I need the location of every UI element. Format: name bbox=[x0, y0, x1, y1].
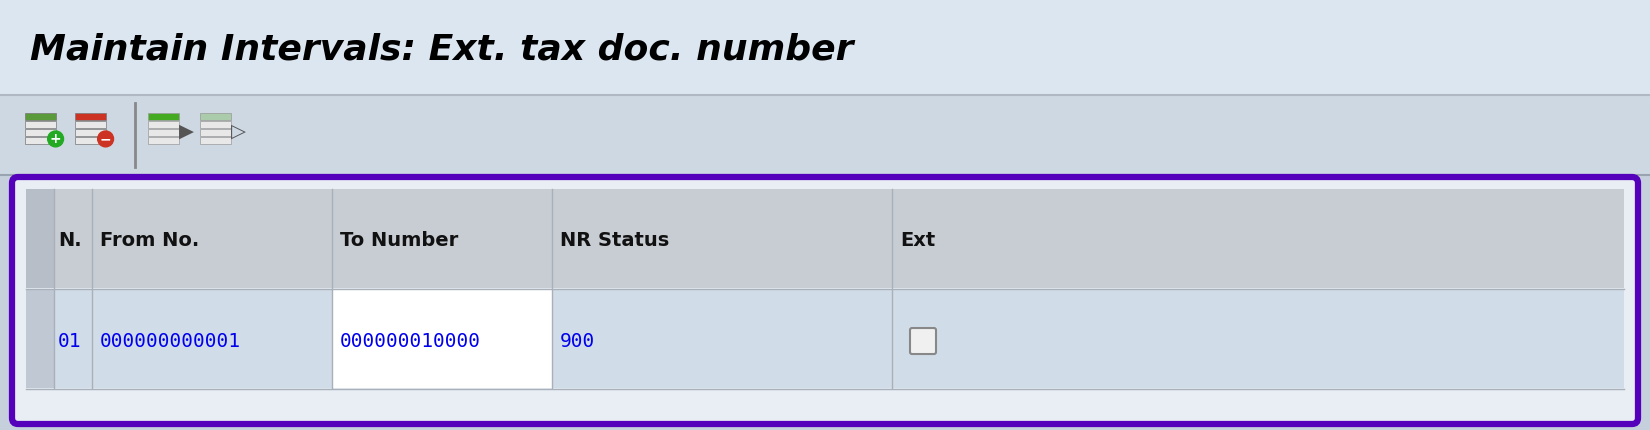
Bar bbox=[26, 290, 332, 388]
Text: ▷: ▷ bbox=[231, 122, 246, 141]
Bar bbox=[200, 121, 231, 128]
Bar bbox=[148, 121, 178, 128]
Bar bbox=[332, 290, 553, 388]
Text: Ext: Ext bbox=[899, 231, 936, 250]
Text: 01: 01 bbox=[58, 332, 81, 350]
Circle shape bbox=[48, 131, 63, 147]
Bar bbox=[74, 121, 106, 128]
Bar bbox=[0, 0, 1650, 95]
Text: Maintain Intervals: Ext. tax doc. number: Maintain Intervals: Ext. tax doc. number bbox=[30, 32, 853, 66]
Text: N.: N. bbox=[58, 231, 81, 250]
Bar bbox=[553, 290, 1624, 388]
FancyBboxPatch shape bbox=[911, 328, 936, 354]
Bar bbox=[25, 137, 56, 144]
Bar bbox=[200, 137, 231, 144]
Bar bbox=[26, 189, 1624, 288]
Text: To Number: To Number bbox=[340, 231, 459, 250]
Text: −: − bbox=[99, 132, 112, 146]
Text: NR Status: NR Status bbox=[559, 231, 670, 250]
Bar bbox=[148, 113, 178, 120]
Bar bbox=[74, 137, 106, 144]
Bar bbox=[74, 129, 106, 136]
Bar bbox=[200, 113, 231, 120]
Bar bbox=[148, 129, 178, 136]
Text: 900: 900 bbox=[559, 332, 596, 350]
Bar bbox=[148, 137, 178, 144]
Bar bbox=[0, 95, 1650, 175]
Text: 000000010000: 000000010000 bbox=[340, 332, 482, 350]
Bar bbox=[26, 290, 54, 388]
Text: +: + bbox=[50, 132, 61, 146]
Bar bbox=[25, 121, 56, 128]
Text: ▶: ▶ bbox=[180, 122, 195, 141]
Text: 000000000001: 000000000001 bbox=[101, 332, 241, 350]
Circle shape bbox=[97, 131, 114, 147]
Bar bbox=[25, 129, 56, 136]
Bar bbox=[26, 189, 54, 288]
Bar bbox=[25, 113, 56, 120]
Bar bbox=[74, 113, 106, 120]
FancyBboxPatch shape bbox=[12, 177, 1638, 424]
Text: From No.: From No. bbox=[101, 231, 200, 250]
Bar bbox=[200, 129, 231, 136]
